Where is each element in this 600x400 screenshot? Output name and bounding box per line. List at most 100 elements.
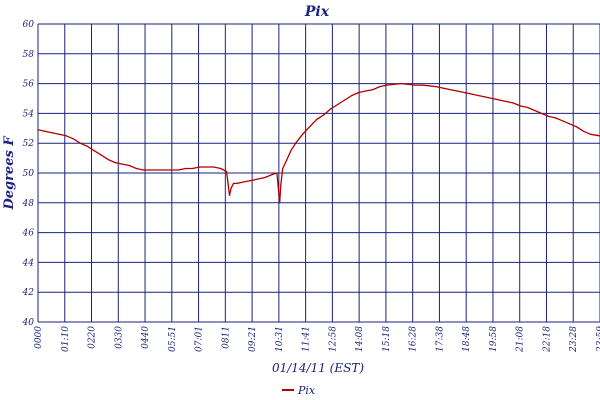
data-point [302, 133, 304, 135]
x-tick-label: 16:28 [409, 326, 419, 352]
data-point [100, 154, 102, 156]
chart-title: Pix [304, 4, 330, 20]
y-tick-label: 60 [23, 20, 35, 30]
x-tick-label: 10:31 [275, 326, 285, 352]
data-point [379, 85, 381, 88]
y-tick-label: 40 [22, 318, 35, 328]
data-point [561, 120, 564, 122]
data-point [407, 83, 409, 85]
x-tick-label: 17:38 [435, 326, 445, 352]
data-point [575, 126, 578, 128]
data-point [435, 85, 437, 88]
data-point [257, 178, 259, 180]
data-point [163, 169, 166, 171]
legend: Pix [282, 384, 316, 397]
data-point [526, 106, 529, 109]
data-point [456, 90, 458, 92]
x-tick-label: 0811 [221, 326, 231, 349]
data-point [198, 166, 201, 168]
x-tick-label: 23:59 [596, 326, 600, 353]
y-tick-label: 46 [22, 229, 35, 239]
data-point [358, 91, 360, 94]
data-point [294, 142, 297, 144]
x-tick-label: 14:08 [355, 326, 365, 352]
data-point [44, 130, 46, 132]
data-point [86, 145, 88, 147]
series-line-pix [37, 82, 600, 204]
data-point [512, 102, 514, 104]
x-tick-label: 23:28 [569, 326, 579, 353]
grid [37, 23, 600, 323]
data-point [191, 167, 194, 170]
data-point [107, 158, 109, 161]
data-point [37, 129, 39, 131]
data-point [323, 114, 325, 116]
data-point [285, 160, 287, 162]
data-point [400, 83, 402, 85]
y-axis-label: Degrees F [2, 136, 17, 211]
data-point [232, 182, 235, 185]
data-point [470, 93, 472, 95]
data-point [65, 135, 67, 137]
data-point [230, 187, 232, 189]
data-point [547, 115, 550, 117]
data-point [372, 88, 374, 91]
data-point [228, 194, 231, 196]
data-point [414, 84, 416, 86]
data-point [114, 161, 116, 164]
data-point [386, 84, 388, 86]
data-point [206, 166, 208, 168]
data-point [93, 150, 95, 152]
data-point [72, 138, 74, 140]
data-point [540, 112, 543, 114]
data-point [568, 123, 571, 125]
data-point [142, 169, 144, 171]
legend-label: Pix [297, 384, 316, 397]
data-point [365, 90, 367, 92]
data-point [79, 142, 81, 144]
data-point [227, 179, 229, 182]
data-point [135, 167, 137, 170]
data-point [316, 118, 318, 120]
data-point [177, 169, 180, 171]
data-point [51, 132, 53, 134]
x-tick-label: 07:01 [195, 326, 205, 352]
data-point [463, 91, 465, 94]
y-tick-label: 42 [22, 288, 35, 298]
x-axis-label: 01/14/11 (EST) [272, 361, 364, 375]
y-tick-label: 48 [22, 199, 35, 209]
data-point [279, 202, 281, 204]
y-tick-label: 58 [23, 50, 35, 60]
x-tick-label: 15:18 [382, 326, 392, 352]
data-point [184, 167, 187, 170]
x-tick-label: 01:10 [61, 326, 71, 352]
data-point [236, 182, 238, 185]
data-point [149, 169, 151, 171]
x-tick-label: 0330 [114, 326, 124, 349]
y-tick-label: 54 [23, 109, 35, 119]
data-point [220, 167, 222, 170]
data-point [264, 176, 266, 179]
data-point [156, 169, 159, 171]
data-point [337, 103, 339, 106]
data-point [250, 179, 252, 182]
data-point [428, 85, 430, 87]
data-point [170, 169, 173, 171]
data-point [344, 99, 346, 101]
data-point [351, 94, 353, 97]
x-tick-label: 0440 [141, 326, 151, 349]
data-point [477, 94, 479, 97]
data-point [583, 130, 585, 132]
data-point [393, 83, 395, 85]
data-point [309, 126, 311, 128]
data-point [442, 87, 444, 89]
data-point [290, 150, 292, 152]
data-point [128, 164, 130, 167]
x-tick-label: 05:51 [168, 326, 178, 352]
data-point [225, 170, 228, 173]
data-point [554, 117, 557, 119]
data-point [276, 172, 278, 174]
data-point [449, 88, 451, 91]
x-tick-label: 22:18 [542, 326, 552, 353]
series-layer [37, 82, 600, 204]
